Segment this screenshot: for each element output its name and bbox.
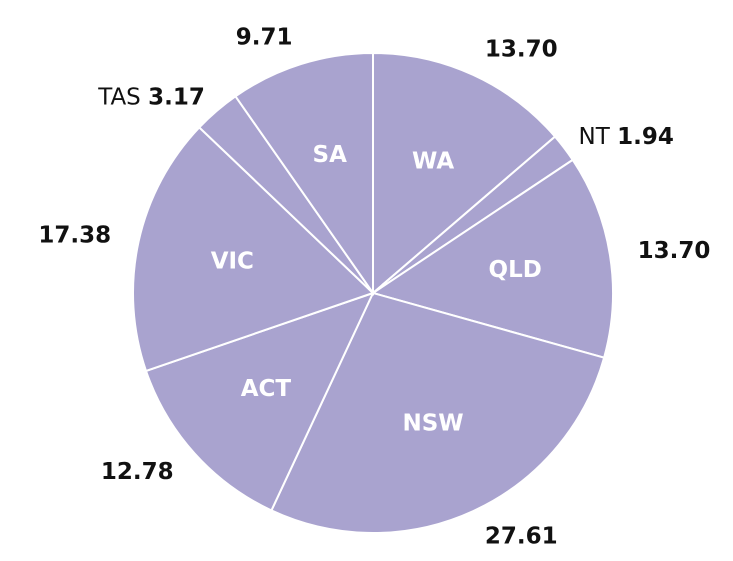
- pie-slice: [372, 51, 557, 296]
- value-label: 13.70: [485, 36, 558, 62]
- pie-slice: [144, 291, 375, 512]
- pie-slice: [370, 158, 614, 359]
- space: [610, 124, 617, 150]
- category-label: SA: [313, 142, 348, 168]
- value-label: NT 1.94: [579, 124, 674, 150]
- pie-slice: [132, 125, 375, 373]
- category-label: WA: [412, 149, 454, 175]
- category-label: NT: [579, 124, 611, 150]
- category-label: TAS: [97, 84, 141, 110]
- value-text: 27.61: [485, 523, 558, 549]
- category-label: VIC: [211, 249, 254, 275]
- value-text: 17.38: [38, 222, 111, 248]
- value-label: 12.78: [101, 459, 174, 485]
- space: [141, 84, 148, 110]
- value-text: 9.71: [236, 24, 293, 50]
- value-text: 3.17: [148, 84, 205, 110]
- value-text: 13.70: [485, 36, 558, 62]
- pie-slice: [234, 51, 374, 297]
- value-text: 1.94: [617, 124, 674, 150]
- value-label: 13.70: [638, 237, 711, 263]
- value-text: 12.78: [101, 459, 174, 485]
- category-label: QLD: [489, 257, 542, 283]
- value-label: TAS 3.17: [97, 84, 205, 110]
- value-label: 27.61: [485, 523, 558, 549]
- category-label: NSW: [402, 410, 463, 436]
- value-text: 13.70: [638, 237, 711, 263]
- value-label: 17.38: [38, 222, 111, 248]
- value-label: 9.71: [236, 24, 293, 50]
- category-label: ACT: [241, 376, 292, 402]
- pie-slice: [270, 291, 606, 534]
